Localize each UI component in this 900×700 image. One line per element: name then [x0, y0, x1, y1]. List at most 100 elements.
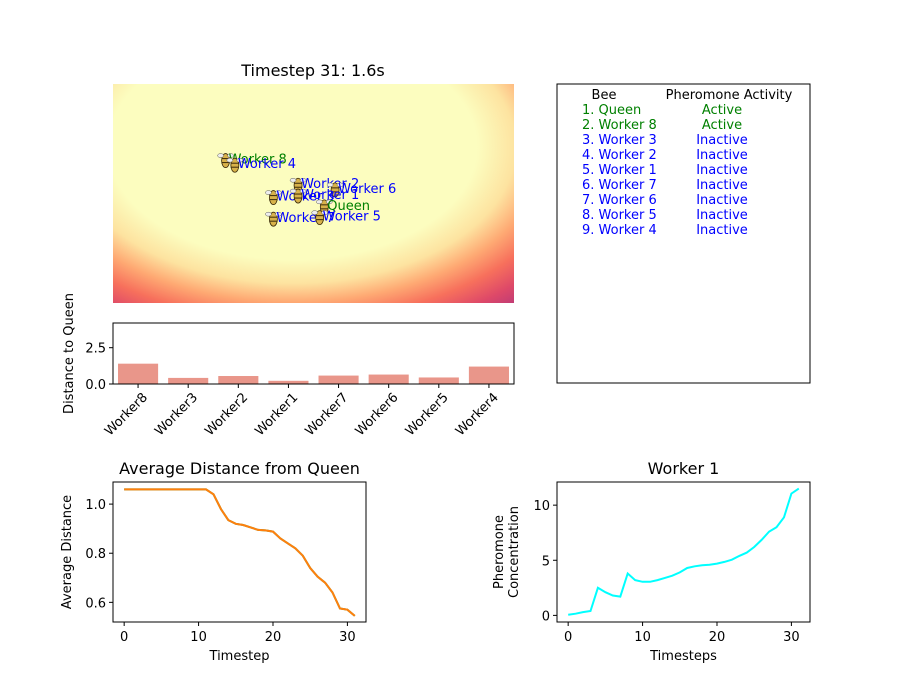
table-row-status: Inactive [696, 223, 748, 238]
table-header-bee: Bee [592, 88, 617, 103]
x-tick-label: 30 [339, 630, 356, 645]
table-row-status: Inactive [696, 163, 748, 178]
bar-x-tick-label: Worker6 [353, 390, 402, 439]
bar-y-tick-label: 0.0 [85, 378, 106, 393]
pheromone-chart: 0 10 20 30 0 5 10 Worker 1 Timesteps PheromoneCon… [492, 459, 811, 664]
bee-wing-icon [311, 210, 318, 215]
bee-marker [265, 211, 282, 227]
x-tick-label: 10 [634, 630, 651, 645]
bee-body-icon [268, 190, 278, 205]
x-tick-label: 0 [120, 630, 128, 645]
series-line [124, 488, 356, 617]
x-tick-label: 0 [564, 630, 572, 645]
axes-frame [112, 481, 367, 623]
table-row-bee: 2. Worker 8 [582, 118, 657, 133]
bee-body-icon [268, 211, 278, 227]
table-row-bee: 3. Worker 3 [582, 133, 657, 148]
bee-marker [289, 188, 307, 204]
table-row-status: Active [702, 103, 742, 118]
bee-label: Queen [327, 199, 370, 214]
bee-marker [226, 157, 244, 173]
bee-body-icon [230, 157, 240, 173]
distance-bar [268, 380, 309, 384]
y-tick-label: 10 [533, 499, 550, 514]
bee-wing-icon [236, 157, 244, 163]
table-row-status: Inactive [696, 193, 748, 208]
table-row-bee: 6. Worker 7 [582, 178, 657, 193]
table-row-status: Active [702, 118, 742, 133]
bee-wing-icon [289, 177, 297, 183]
bee-wing-icon [275, 190, 282, 195]
bee-label: Worker 8 [229, 153, 287, 168]
y-axis-label-line: Concentration [507, 506, 522, 598]
table-row-bee: 9. Worker 4 [582, 223, 657, 238]
bar-x-tick-label: Worker3 [152, 390, 201, 439]
y-tick-label: 0.8 [85, 547, 106, 562]
distance-bar [368, 374, 409, 384]
bar-x-tick-label: Worker1 [252, 390, 301, 439]
bee-wing-icon [326, 182, 334, 188]
table-rows: 1. Queen Active 2. Worker 8 Active 3. Worker… [582, 103, 748, 238]
heatmap-field [113, 84, 514, 303]
series-line [124, 488, 356, 617]
table-row-bee: 4. Worker 2 [582, 148, 657, 163]
bee-body-icon [330, 182, 340, 198]
table-row-bee: 7. Worker 6 [582, 193, 657, 208]
bar-y-tick-label: 2.5 [85, 342, 106, 357]
y-axis-label: Average Distance [60, 495, 75, 609]
x-tick-label: 10 [190, 630, 207, 645]
bee-wing-icon [336, 182, 344, 188]
distance-bar [118, 363, 159, 384]
table-frame [556, 83, 811, 384]
x-axis-label: Timestep [209, 649, 270, 664]
bar-x-tick-label: Worker5 [403, 390, 452, 439]
bee-wing-icon [289, 188, 297, 194]
bee-marker [289, 177, 307, 193]
bee-body-icon [293, 188, 303, 204]
chart-title: Average Distance from Queen [119, 459, 360, 478]
bee-marker [265, 190, 282, 205]
bee-wing-icon [316, 199, 323, 205]
bee-wing-icon [275, 211, 282, 217]
y-tick-label: 0.6 [85, 596, 106, 611]
distance-bar-chart: 0.0 2.5 Worker8 Worker3 Worker2 Worker1 Worker… [62, 293, 515, 439]
bee-label: Worker 5 [323, 210, 381, 225]
bee-wing-icon [299, 177, 307, 183]
bar-axes-frame [112, 322, 515, 385]
bar-y-axis-label: Distance to Queen [62, 293, 77, 414]
bee-wing-icon [227, 153, 234, 158]
table-header-activity: Pheromone Activity [666, 88, 793, 103]
bee-wing-icon [321, 210, 328, 215]
x-tick-label: 30 [783, 630, 800, 645]
heatmap-title: Timestep 31: 1.6s [240, 61, 384, 80]
table-row-status: Inactive [696, 148, 748, 163]
bee-body-icon [315, 210, 325, 226]
distance-bar [468, 366, 509, 384]
bee-marker [217, 153, 234, 168]
axes-frame [556, 481, 811, 623]
y-tick-label: 1.0 [85, 498, 106, 513]
table-row-bee: 1. Queen [582, 103, 641, 118]
bee-label: Worker 6 [338, 182, 396, 197]
bee-wing-icon [226, 157, 234, 163]
bar-x-tick-label: Worker4 [453, 390, 502, 439]
bar-x-tick-label: Worker2 [202, 390, 251, 439]
bee-marker [311, 210, 328, 226]
table-row-status: Inactive [696, 133, 748, 148]
bee-wing-icon [326, 199, 333, 205]
distance-bar [318, 375, 359, 384]
bee-label: Worker 4 [238, 157, 296, 172]
chart-title: Worker 1 [648, 459, 720, 478]
table-row-bee: 5. Worker 1 [582, 163, 657, 178]
table-row-status: Inactive [696, 178, 748, 193]
table-row-bee: 8. Worker 5 [582, 208, 657, 223]
bar-x-tick-label: Worker8 [102, 390, 151, 439]
y-axis-label-line: Pheromone [492, 515, 507, 589]
distance-bar [168, 377, 209, 384]
y-tick-label: 5 [542, 554, 550, 569]
average-distance-chart: 0 10 20 30 0.6 0.8 1.0 Average Distance from Qu… [60, 459, 367, 664]
y-axis-label: PheromoneConcentration [492, 506, 522, 598]
